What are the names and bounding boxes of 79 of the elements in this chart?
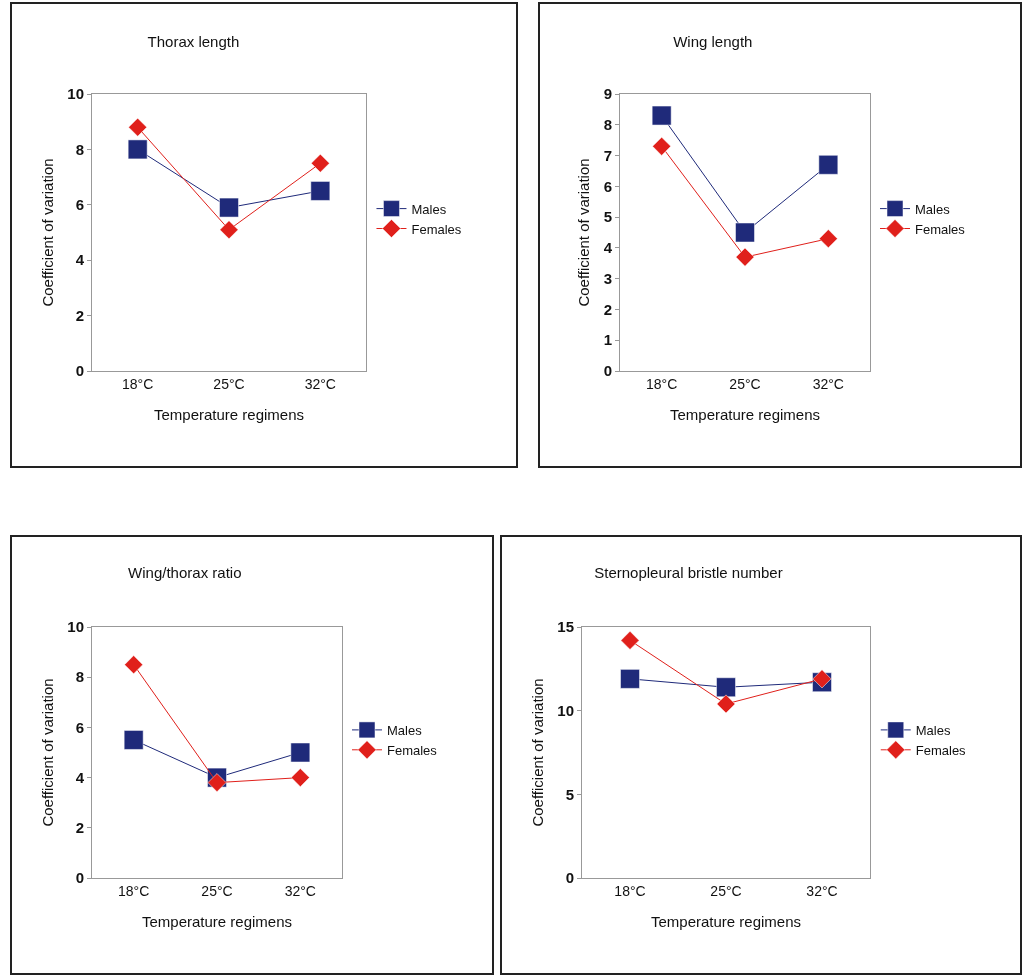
point: [290, 742, 311, 763]
point: [290, 768, 310, 787]
y-tick-label: 2: [75, 819, 84, 837]
y-tick-label: 1: [603, 331, 612, 349]
x-tick-label: 25°C: [213, 375, 245, 392]
chart-title: Wing length: [673, 32, 753, 50]
point: [123, 730, 144, 750]
y-tick-label: 0: [603, 362, 612, 380]
point: [310, 181, 331, 201]
point: [818, 229, 838, 249]
y-tick-label: 2: [75, 306, 84, 324]
point: [716, 694, 736, 714]
point: [818, 155, 839, 175]
y-tick-label: 5: [565, 785, 574, 803]
point: [620, 669, 640, 689]
legend-label: Females: [387, 742, 438, 758]
x-tick-label: 32°C: [284, 882, 316, 899]
point: [735, 247, 755, 267]
y-axis-title: Coefficient of variation: [528, 678, 546, 827]
x-tick-label: 32°C: [806, 882, 838, 899]
point: [219, 197, 239, 218]
y-axis-title: Coefficient of variation: [38, 158, 56, 307]
y-tick-label: 0: [75, 869, 84, 887]
x-tick-label: 25°C: [710, 882, 742, 899]
y-tick-label: 8: [603, 116, 612, 134]
legend-label: Females: [411, 221, 462, 237]
legend-label: Females: [915, 221, 966, 237]
y-tick-label: 4: [75, 768, 85, 786]
y-tick-label: 4: [603, 239, 613, 257]
y-tick-label: 6: [603, 177, 612, 195]
y-tick-label: 3: [603, 269, 612, 287]
y-tick-label: 9: [603, 85, 612, 103]
y-tick-label: 15: [557, 618, 574, 636]
legend-label: Males: [411, 201, 447, 217]
point: [128, 117, 148, 137]
y-tick-label: 8: [75, 140, 84, 158]
y-tick-label: 5: [603, 208, 612, 226]
point: [124, 655, 144, 674]
y-axis-title: Coefficient of variation: [574, 158, 592, 307]
y-tick-label: 10: [67, 618, 84, 636]
legend-label: Males: [915, 722, 951, 738]
chart-title: Wing/thorax ratio: [128, 564, 242, 582]
x-axis-title: Temperature regimens: [141, 912, 293, 930]
chart-title: Sternopleural bristle number: [594, 564, 783, 582]
chart-title: Thorax length: [147, 32, 240, 50]
point: [716, 677, 736, 697]
x-tick-label: 25°C: [729, 375, 761, 392]
point: [620, 631, 640, 650]
x-axis-title: Temperature regimens: [650, 912, 802, 930]
y-axis-title: Coefficient of variation: [38, 678, 56, 827]
x-tick-label: 25°C: [201, 882, 233, 899]
y-tick-label: 2: [603, 300, 612, 318]
point: [207, 773, 227, 792]
legend-label: Males: [915, 201, 951, 217]
legend-label: Females: [915, 742, 967, 758]
point: [127, 139, 148, 160]
point: [651, 105, 672, 126]
y-tick-label: 10: [557, 701, 574, 719]
y-tick-label: 4: [75, 251, 85, 269]
point: [652, 136, 672, 156]
point: [310, 153, 330, 173]
x-tick-label: 18°C: [122, 375, 154, 392]
y-tick-label: 10: [67, 85, 84, 103]
legend-label: Males: [387, 722, 423, 738]
x-axis-title: Temperature regimens: [669, 405, 821, 423]
x-tick-label: 18°C: [646, 375, 678, 392]
y-tick-label: 7: [603, 146, 612, 164]
y-tick-label: 6: [75, 718, 84, 736]
y-tick-label: 0: [75, 362, 84, 380]
y-tick-label: 0: [565, 869, 574, 887]
point: [219, 220, 239, 240]
point: [735, 222, 755, 243]
x-tick-label: 32°C: [812, 375, 844, 392]
x-tick-label: 18°C: [118, 882, 150, 899]
x-axis-title: Temperature regimens: [153, 405, 305, 423]
y-tick-label: 8: [75, 668, 84, 686]
x-tick-label: 18°C: [614, 882, 646, 899]
x-tick-label: 32°C: [304, 375, 336, 392]
y-tick-label: 6: [75, 196, 84, 214]
